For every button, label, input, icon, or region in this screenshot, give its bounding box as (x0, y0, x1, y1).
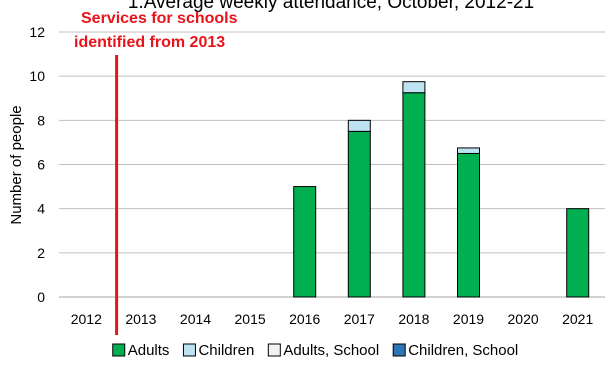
legend-swatch (112, 343, 126, 357)
annotation-line-1: Services for schools (81, 10, 238, 27)
x-tick-label: 2017 (344, 311, 375, 327)
x-tick-label: 2012 (71, 311, 102, 327)
bar-segment (347, 130, 371, 298)
x-tick-label: 2016 (289, 311, 320, 327)
legend-label: Adults, School (283, 342, 379, 359)
legend-label: Children, School (408, 342, 518, 359)
x-tick-label: 2021 (562, 311, 593, 327)
x-tick-labels: 2012 2013 2014 2015 2016 2017 2018 2019 2020 2021 (71, 311, 594, 327)
x-tick-label: 2019 (453, 311, 484, 327)
bar-segment (347, 119, 371, 132)
x-tick-label: 2014 (180, 311, 211, 327)
bar-segment (293, 186, 317, 298)
y-tick-labels: 0 2 4 6 8 10 12 (29, 24, 45, 305)
gridlines (59, 31, 605, 298)
bar-segment (457, 152, 480, 298)
y-tick-label: 2 (37, 245, 45, 261)
y-tick-label: 6 (37, 157, 45, 173)
legend-swatch (267, 343, 281, 357)
legend-swatch (392, 343, 406, 357)
y-tick-label: 0 (37, 289, 45, 305)
y-axis-title: Number of people (8, 105, 25, 224)
bar-segment (566, 208, 590, 298)
y-tick-label: 10 (29, 68, 45, 84)
y-tick-label: 8 (37, 112, 45, 128)
chart-title: 1.Average weekly attendance, October, 20… (128, 0, 534, 13)
x-tick-label: 2013 (125, 311, 156, 327)
x-tick-label: 2015 (235, 311, 266, 327)
legend-label: Adults (128, 342, 170, 359)
legend-swatch (182, 343, 196, 357)
y-tick-label: 4 (37, 201, 45, 217)
x-tick-label: 2020 (508, 311, 539, 327)
y-tick-label: 12 (29, 24, 45, 40)
x-tick-label: 2018 (398, 311, 429, 327)
legend-label: Children (198, 342, 254, 359)
bar-segment (457, 147, 480, 154)
bar-segment (402, 81, 426, 94)
bars (293, 81, 590, 298)
legend: Adults Children Adults, School Children, Sc… (112, 342, 518, 359)
annotation-line-2: identified from 2013 (74, 34, 225, 51)
bar-segment (402, 92, 426, 298)
